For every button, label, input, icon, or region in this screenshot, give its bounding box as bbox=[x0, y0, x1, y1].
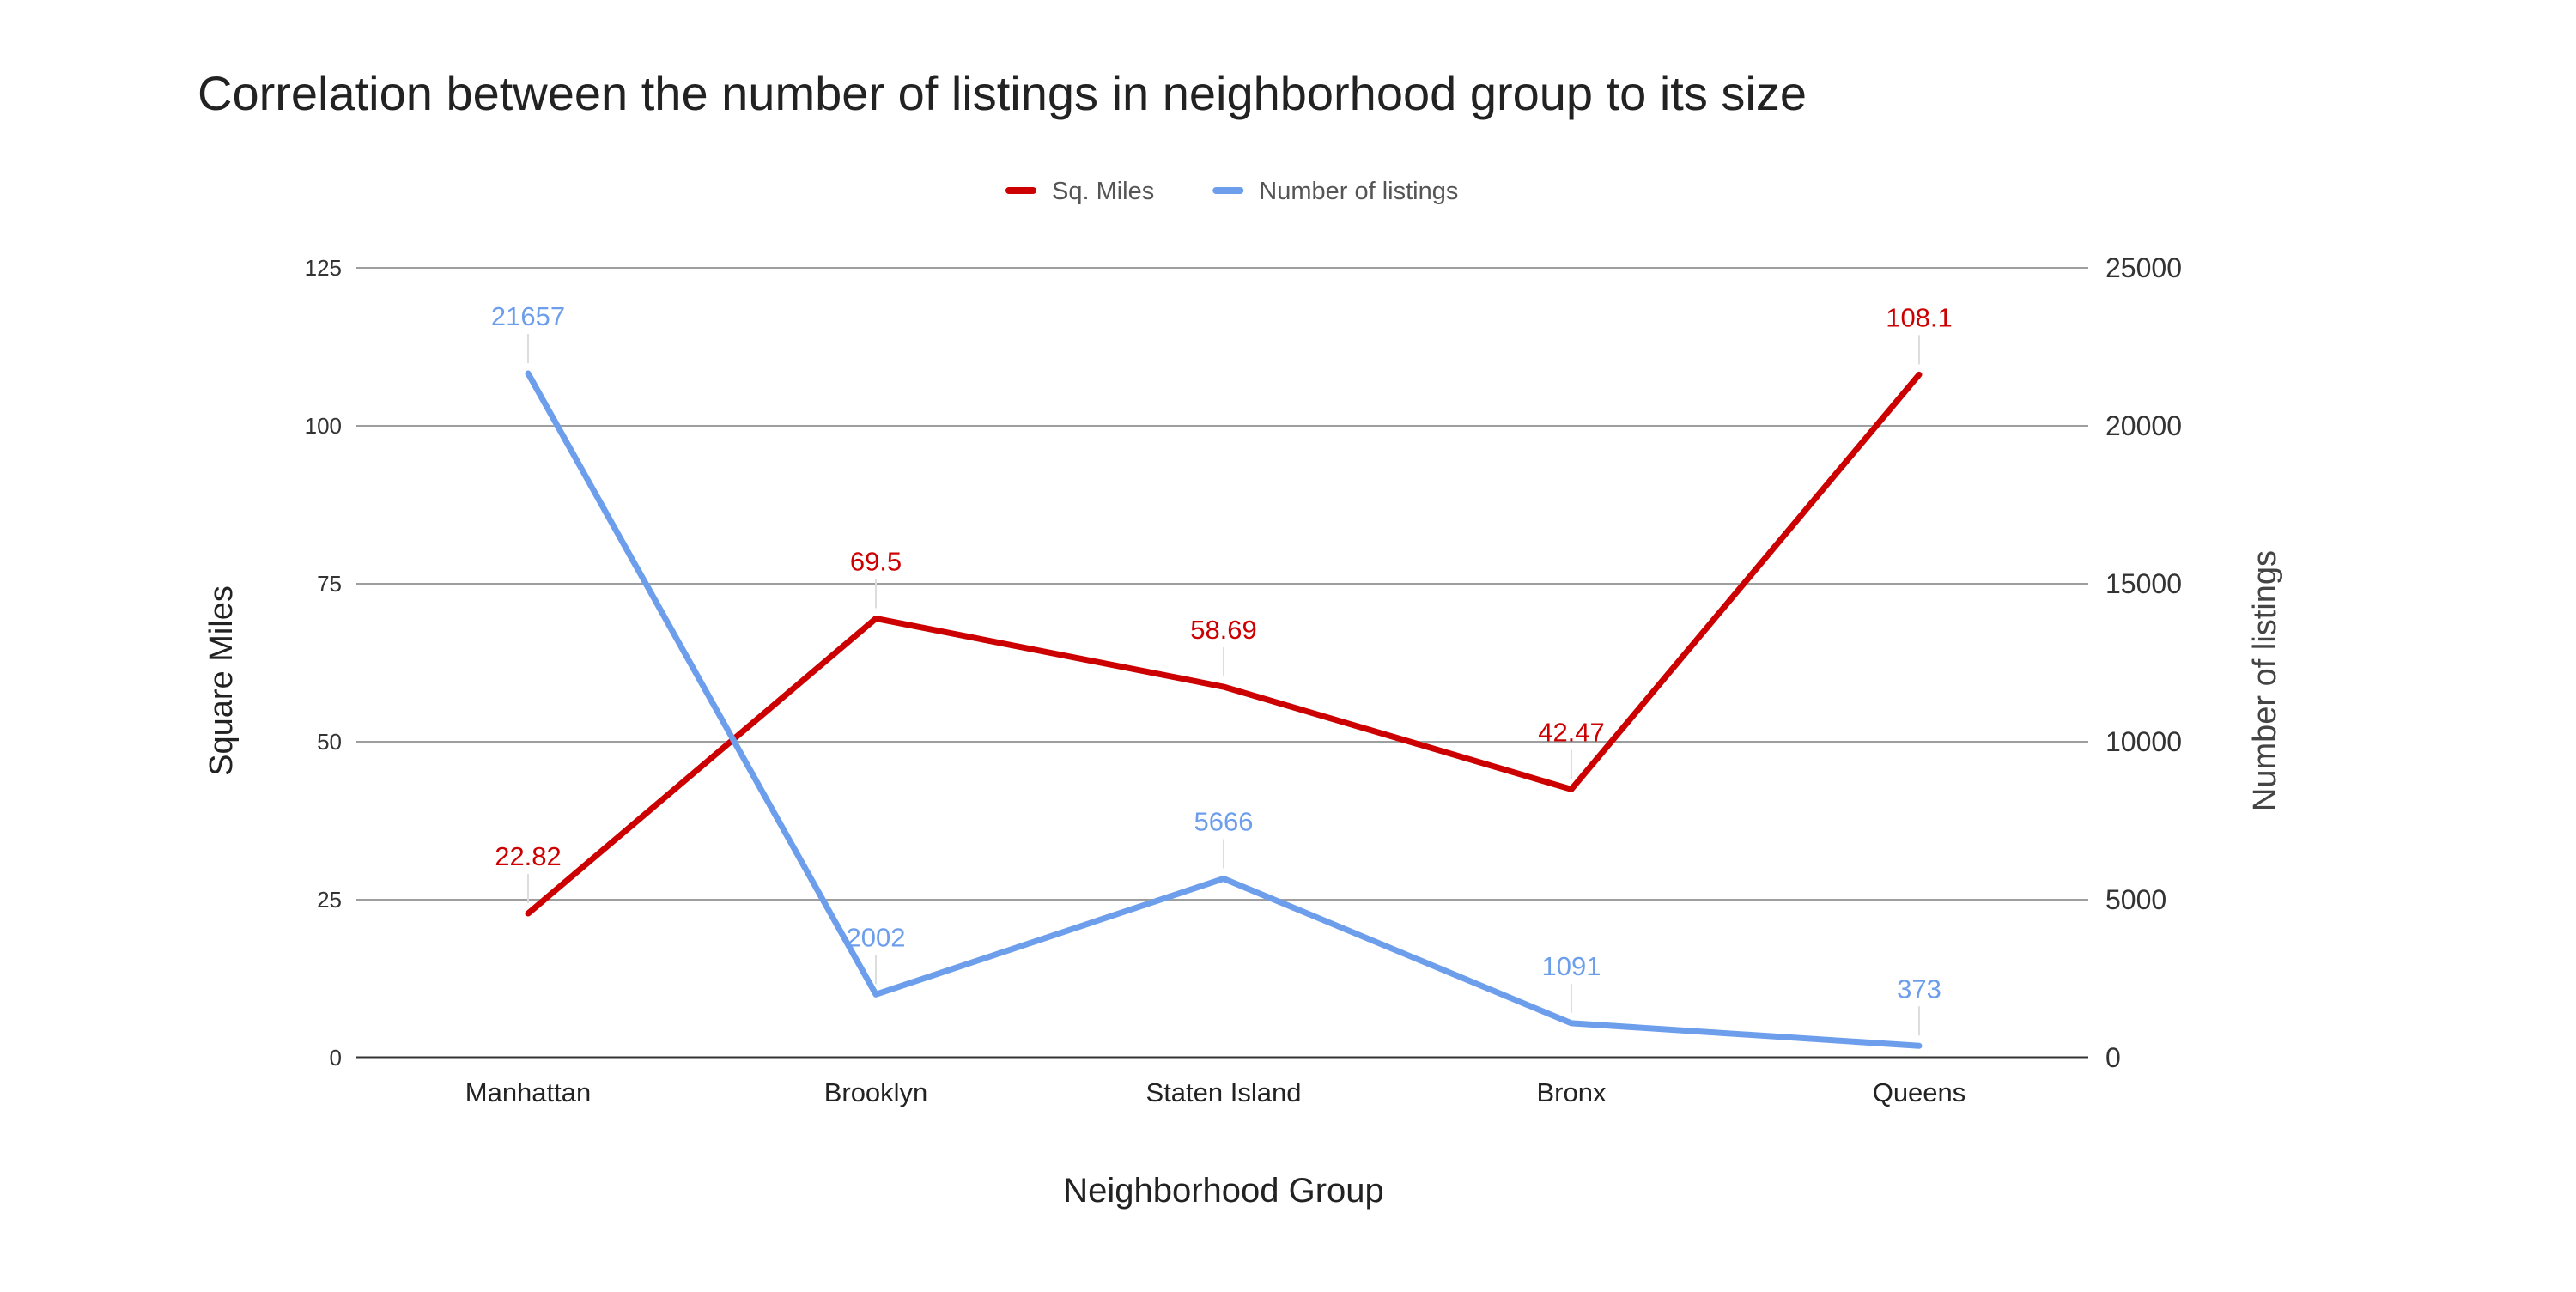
data-label: 2002 bbox=[847, 922, 906, 952]
legend: Sq. Miles Number of listings bbox=[1005, 178, 1458, 205]
x-tick-label: Brooklyn bbox=[824, 1077, 928, 1107]
left-axis-ticks: 0 25 50 75 100 125 bbox=[305, 255, 342, 1071]
x-axis-ticks: Manhattan Brooklyn Staten Island Bronx Queen… bbox=[465, 1077, 1966, 1107]
series-line bbox=[525, 371, 1923, 917]
data-label: 108.1 bbox=[1886, 302, 1953, 332]
y2-tick-label: 15000 bbox=[2105, 568, 2182, 599]
y2-tick-label: 5000 bbox=[2105, 884, 2166, 915]
x-tick-label: Manhattan bbox=[465, 1077, 592, 1107]
data-label: 58.69 bbox=[1190, 615, 1257, 645]
gridlines bbox=[356, 267, 2088, 1059]
series-layer: 22.82 69.5 58.69 42.47 108.1 21657 2002 5666 109… bbox=[491, 301, 1953, 1049]
x-tick-label: Queens bbox=[1873, 1077, 1966, 1107]
y-tick-label: 0 bbox=[330, 1045, 342, 1071]
y-tick-label: 75 bbox=[317, 571, 342, 597]
x-tick-label: Bronx bbox=[1537, 1077, 1607, 1107]
x-tick-label: Staten Island bbox=[1146, 1077, 1302, 1107]
data-label: 5666 bbox=[1194, 806, 1254, 836]
y-axis-title: Square Miles bbox=[204, 585, 240, 776]
legend-label: Number of listings bbox=[1259, 178, 1458, 205]
data-label: 1091 bbox=[1542, 951, 1601, 981]
chart-title: Correlation between the number of listin… bbox=[197, 66, 1807, 120]
data-label: 373 bbox=[1897, 974, 1941, 1004]
right-axis-ticks: 0 5000 10000 15000 20000 25000 bbox=[2105, 252, 2182, 1073]
legend-label: Sq. Miles bbox=[1052, 178, 1154, 205]
data-label: 69.5 bbox=[850, 546, 902, 576]
y-tick-label: 125 bbox=[305, 255, 342, 281]
y2-tick-label: 0 bbox=[2105, 1042, 2121, 1073]
y2-tick-label: 25000 bbox=[2105, 252, 2182, 283]
y2-axis-title: Number of listings bbox=[2247, 550, 2283, 811]
y-tick-label: 50 bbox=[317, 729, 342, 755]
y2-tick-label: 20000 bbox=[2105, 410, 2182, 441]
y2-tick-label: 10000 bbox=[2105, 726, 2182, 757]
x-axis-title: Neighborhood Group bbox=[1063, 1172, 1384, 1210]
y-tick-label: 25 bbox=[317, 887, 342, 913]
series-line bbox=[525, 370, 1923, 1049]
data-label: 42.47 bbox=[1538, 717, 1605, 747]
data-label: 21657 bbox=[491, 301, 565, 331]
y-tick-label: 100 bbox=[305, 413, 342, 439]
data-label: 22.82 bbox=[495, 841, 562, 871]
